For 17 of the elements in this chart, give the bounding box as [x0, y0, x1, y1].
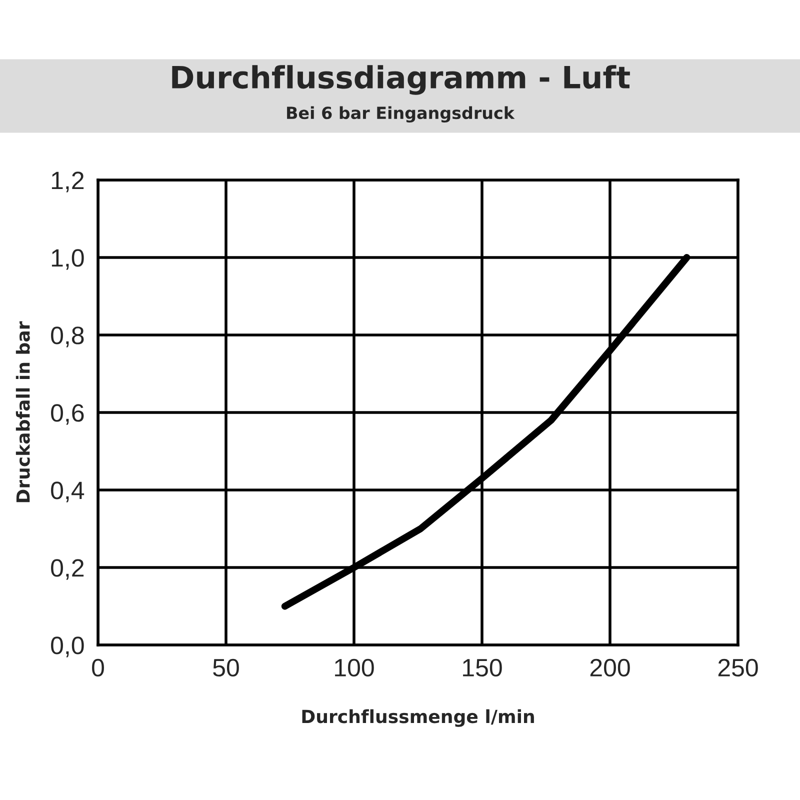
y-tick-label: 1,2: [52, 172, 84, 192]
x-tick-label: 0: [92, 658, 104, 677]
x-tick-label: 250: [718, 658, 758, 677]
x-tick-label: 50: [213, 658, 239, 677]
y-tick-label: 0,6: [51, 404, 84, 425]
y-tick-label: 0,8: [51, 326, 84, 348]
x-tick-label: 150: [463, 658, 502, 677]
chart-title: Durchflussdiagramm - Luft: [172, 65, 630, 95]
y-tick-label: 0,4: [51, 482, 84, 502]
x-tick-label: 100: [335, 658, 374, 677]
y-tick-label: 0,0: [51, 636, 84, 658]
chart-subtitle: Bei 6 bar Eingangsdruck: [287, 106, 515, 123]
x-tick-label: 200: [590, 658, 630, 677]
y-tick-label: 0,2: [51, 559, 84, 580]
y-tick-label: 1,0: [52, 249, 84, 270]
y-axis-title: Druckabfall in bar: [16, 321, 30, 502]
x-axis-title: Durchflussmenge l/min: [302, 709, 534, 727]
